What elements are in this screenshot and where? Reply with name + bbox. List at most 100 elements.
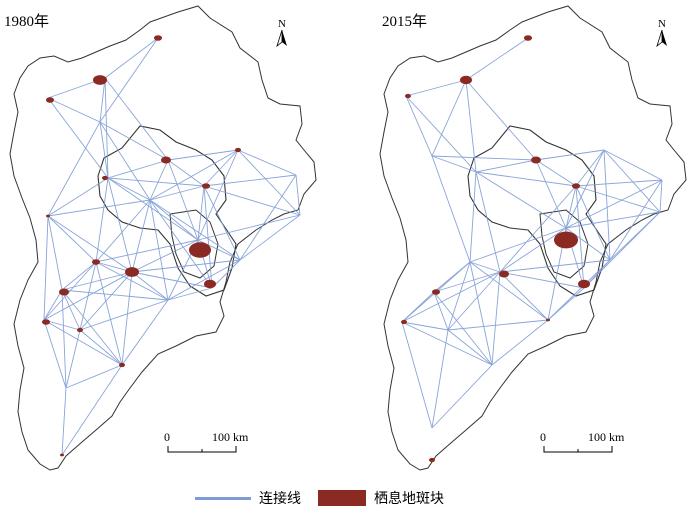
connection-line <box>535 149 605 161</box>
connection-line <box>149 199 169 301</box>
connection-line <box>447 319 549 331</box>
map-panel-2015 <box>379 5 687 471</box>
habitat-patch <box>46 97 54 103</box>
connection-line <box>431 329 449 429</box>
connection-line <box>131 271 213 289</box>
connection-line <box>465 37 529 81</box>
habitat-patches-1980 <box>42 35 241 457</box>
connection-line <box>167 259 241 301</box>
habitat-patch <box>93 75 107 85</box>
habitat-patch <box>204 279 216 289</box>
connection-line <box>565 185 577 229</box>
connection-line <box>203 174 297 187</box>
connection-line <box>95 261 169 301</box>
year-label-2015: 2015年 <box>382 14 428 30</box>
connection-line <box>47 97 109 179</box>
connection-line <box>499 227 567 273</box>
habitat-patch <box>189 242 211 258</box>
legend: 连接线 栖息地斑块 <box>0 488 700 512</box>
connection-line <box>575 179 663 187</box>
connection-line <box>95 177 109 263</box>
connection-line <box>475 171 577 187</box>
connection-line <box>401 291 435 323</box>
habitat-patch <box>161 156 171 164</box>
habitat-patch <box>60 453 64 457</box>
map-panel-1980 <box>9 5 317 471</box>
connection-line <box>465 79 477 173</box>
habitat-patch <box>154 35 162 41</box>
connection-line <box>104 77 109 179</box>
connection-line <box>131 259 241 273</box>
connection-line <box>167 159 205 187</box>
connection-line <box>99 77 106 123</box>
connection-line <box>47 215 133 273</box>
connection-line <box>401 321 433 429</box>
habitat-patch <box>572 183 580 189</box>
connection-line <box>99 121 169 161</box>
connection-line <box>401 321 493 366</box>
connection-line <box>107 177 205 187</box>
habitat-patch <box>401 319 407 325</box>
connection-line <box>95 261 123 366</box>
region-outline-2015 <box>379 5 687 471</box>
scale-bar-2015 <box>543 446 613 453</box>
inner-boundary-2015 <box>467 125 607 297</box>
connection-line <box>603 149 661 213</box>
connection-line <box>149 149 239 201</box>
connection-line <box>107 177 199 241</box>
connection-line <box>575 149 605 187</box>
legend-item-patch: 栖息地斑块 <box>318 488 444 508</box>
connection-line <box>499 271 585 289</box>
connection-line <box>61 387 67 456</box>
north-arrow-icon <box>656 29 667 48</box>
connection-line <box>99 37 159 123</box>
connection-line <box>405 79 467 97</box>
connection-line <box>47 199 151 217</box>
habitat-patch <box>554 231 578 249</box>
connection-line <box>431 79 467 157</box>
connection-line <box>475 171 501 273</box>
connection-line <box>465 79 537 161</box>
connection-line <box>401 321 449 331</box>
habitat-patch <box>77 327 83 333</box>
connection-line <box>469 171 477 263</box>
connection-lines-2015 <box>401 37 663 429</box>
habitat-patch <box>524 35 532 41</box>
connection-line <box>167 149 239 161</box>
scale-zero-2015: 0 <box>540 430 546 444</box>
connection-line <box>197 149 239 241</box>
connection-line <box>131 239 199 273</box>
connection-line-swatch <box>195 496 251 500</box>
connection-line <box>121 271 133 366</box>
connection-line <box>491 319 549 366</box>
connection-line <box>475 159 537 173</box>
connection-line <box>239 174 297 261</box>
connection-line <box>61 289 169 301</box>
connection-line <box>43 319 81 331</box>
connection-line <box>203 185 213 289</box>
connection-line <box>603 149 663 181</box>
habitat-patch <box>92 259 100 265</box>
connection-line <box>609 211 661 261</box>
scale-bar-1980 <box>167 446 237 453</box>
habitat-patch <box>499 270 509 278</box>
connection-line <box>405 95 433 157</box>
connection-line <box>95 239 199 263</box>
connection-line <box>405 95 477 173</box>
habitat-patch <box>125 267 139 277</box>
connection-line <box>149 199 199 241</box>
habitat-patch <box>429 457 435 463</box>
connection-line <box>203 185 241 261</box>
habitat-patch <box>102 175 108 181</box>
connection-line <box>65 364 123 389</box>
connection-line <box>535 159 567 229</box>
connection-line <box>47 177 109 217</box>
habitat-patch <box>202 183 210 189</box>
connection-line <box>431 155 477 173</box>
habitat-patch <box>119 362 125 368</box>
connection-line <box>149 199 213 289</box>
legend-connection-label: 连接线 <box>259 491 301 507</box>
connection-line <box>237 149 301 216</box>
connection-line <box>149 159 169 201</box>
